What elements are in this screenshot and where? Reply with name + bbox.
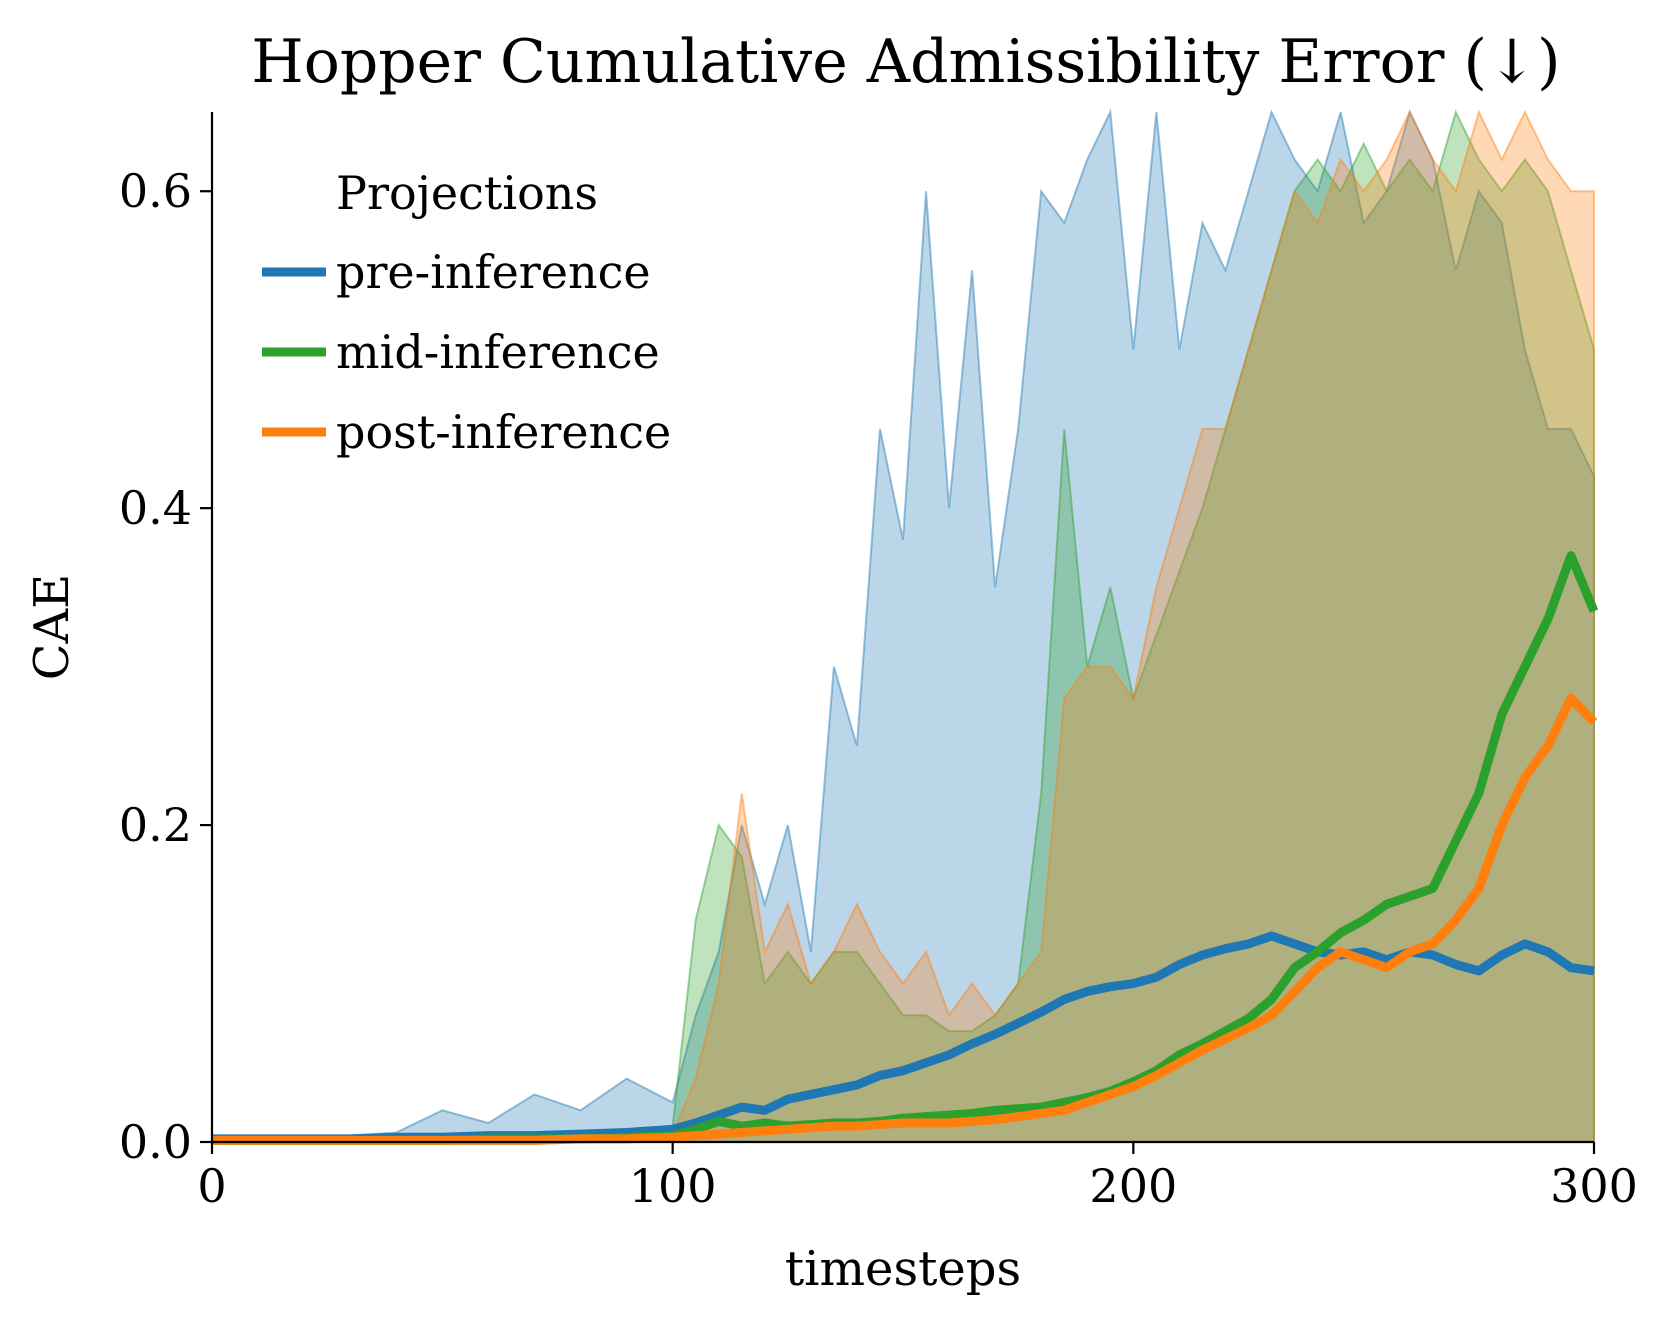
y-ticks: 0.0 0.2 0.4 0.6 <box>119 164 212 1169</box>
y-tick-label: 0.4 <box>119 481 192 535</box>
y-axis-label: CAE <box>24 574 80 680</box>
legend-label-mid-inference: mid-inference <box>336 325 660 379</box>
legend-label-post-inference: post-inference <box>336 405 671 459</box>
y-tick-label: 0.2 <box>119 798 192 852</box>
legend: Projections pre-inference mid-inference po… <box>262 166 671 459</box>
x-ticks: 0 100 200 300 <box>197 1142 1638 1213</box>
pre-inference-band <box>211 108 1595 1143</box>
mean-lines <box>212 551 1599 1145</box>
x-tick-label: 200 <box>1089 1159 1177 1213</box>
x-axis-label: timesteps <box>785 1241 1021 1297</box>
y-tick-label: 0.6 <box>119 164 192 218</box>
legend-label-pre-inference: pre-inference <box>336 245 651 299</box>
x-tick-label: 100 <box>629 1159 717 1213</box>
x-tick-label: 0 <box>197 1159 226 1213</box>
post-inference-line <box>212 693 1598 1145</box>
x-tick-label: 300 <box>1550 1159 1638 1213</box>
legend-title: Projections <box>336 166 598 220</box>
y-tick-label: 0.0 <box>119 1115 192 1169</box>
chart-title: Hopper Cumulative Admissibility Error (↓… <box>251 27 1560 97</box>
